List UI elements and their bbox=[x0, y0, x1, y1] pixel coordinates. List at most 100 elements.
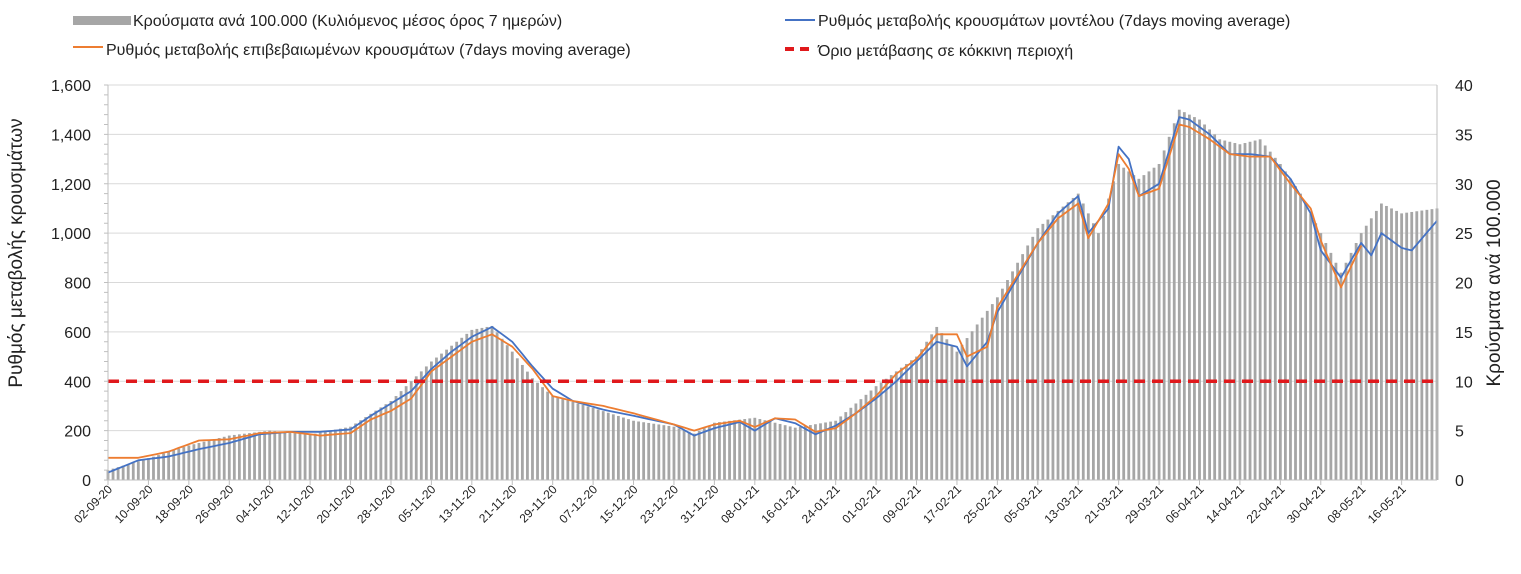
right-axis-ticks: 0 5 10 15 20 25 30 35 40 bbox=[1455, 78, 1473, 490]
bar bbox=[899, 367, 903, 480]
bar bbox=[520, 364, 524, 480]
bar bbox=[1238, 144, 1242, 480]
bar bbox=[970, 331, 974, 480]
bar bbox=[187, 445, 191, 480]
bar bbox=[536, 382, 539, 480]
bar bbox=[576, 403, 580, 480]
bar bbox=[1278, 164, 1282, 480]
gridlines bbox=[108, 84, 1437, 432]
bar bbox=[202, 441, 206, 480]
bar bbox=[935, 326, 939, 480]
bar bbox=[1359, 233, 1363, 481]
bar bbox=[718, 422, 721, 480]
bar bbox=[738, 419, 742, 480]
bar bbox=[278, 431, 282, 480]
bar bbox=[1081, 203, 1085, 480]
bar bbox=[728, 420, 731, 480]
bar bbox=[465, 333, 469, 480]
bar bbox=[1122, 167, 1126, 480]
bar bbox=[121, 465, 125, 480]
bar bbox=[546, 391, 550, 480]
bar bbox=[581, 404, 585, 480]
bar bbox=[1349, 252, 1353, 480]
x-tick-label: 16-05-21 bbox=[1365, 482, 1409, 526]
bar bbox=[445, 349, 448, 480]
bar bbox=[551, 396, 555, 480]
bar bbox=[298, 433, 302, 480]
bar bbox=[1112, 181, 1115, 480]
bar bbox=[1213, 134, 1217, 481]
bar bbox=[596, 409, 600, 480]
bar bbox=[460, 337, 464, 480]
y-right-tick-label: 40 bbox=[1455, 78, 1473, 95]
y-left-tick-label: 1,400 bbox=[51, 127, 91, 144]
y-right-tick-label: 15 bbox=[1455, 325, 1473, 342]
x-tick-label: 14-04-21 bbox=[1203, 482, 1247, 526]
bar bbox=[1056, 210, 1060, 480]
bar bbox=[834, 420, 838, 480]
bar bbox=[803, 425, 807, 480]
bar bbox=[758, 419, 762, 480]
bar bbox=[419, 371, 423, 481]
bar bbox=[1061, 206, 1065, 480]
legend-label-confirmed-rate: Ρυθμός μεταβολής επιβεβαιωμένων κρουσμάτ… bbox=[106, 42, 631, 59]
bar bbox=[1102, 215, 1105, 480]
bar bbox=[475, 328, 479, 480]
x-tick-label: 09-02-21 bbox=[880, 482, 924, 526]
x-tick-label: 28-10-20 bbox=[354, 482, 398, 526]
bar-series bbox=[106, 109, 1439, 481]
bar bbox=[1076, 193, 1080, 481]
y-right-tick-label: 10 bbox=[1455, 374, 1473, 391]
bar bbox=[1162, 150, 1166, 481]
bar bbox=[1091, 223, 1095, 480]
bar bbox=[490, 325, 494, 480]
bar bbox=[1314, 223, 1318, 480]
bar bbox=[1218, 139, 1222, 480]
bar bbox=[1132, 175, 1136, 481]
bar bbox=[1208, 129, 1211, 480]
bar bbox=[313, 433, 317, 480]
bar bbox=[894, 371, 898, 481]
bar bbox=[910, 360, 913, 480]
x-tick-label: 01-02-21 bbox=[839, 482, 883, 526]
bar bbox=[349, 426, 352, 480]
bar bbox=[440, 353, 443, 480]
bar bbox=[273, 431, 277, 480]
bar bbox=[1268, 151, 1272, 480]
bar bbox=[232, 434, 236, 480]
bar bbox=[1304, 203, 1308, 480]
bar bbox=[344, 427, 347, 480]
bar bbox=[920, 349, 923, 480]
bar bbox=[824, 422, 827, 480]
bar bbox=[763, 420, 767, 480]
y-left-tick-label: 200 bbox=[64, 424, 91, 441]
bar bbox=[1193, 117, 1196, 480]
bar bbox=[1400, 213, 1404, 481]
line-series bbox=[107, 116, 1438, 474]
bar bbox=[566, 400, 570, 480]
bar bbox=[1031, 236, 1035, 480]
x-tick-label: 13-11-20 bbox=[436, 482, 479, 525]
bar bbox=[515, 358, 519, 480]
bar bbox=[131, 462, 135, 480]
bar bbox=[1420, 210, 1424, 481]
bar bbox=[455, 341, 459, 480]
bar bbox=[1425, 209, 1429, 480]
bar bbox=[303, 434, 307, 480]
confirmed-rate-line bbox=[108, 123, 1363, 459]
bar bbox=[389, 401, 393, 480]
bar bbox=[985, 310, 989, 480]
bar bbox=[268, 430, 272, 481]
bar bbox=[1273, 157, 1277, 480]
bar bbox=[1086, 213, 1090, 481]
bar bbox=[147, 458, 150, 480]
y-left-tick-label: 800 bbox=[64, 276, 91, 293]
bar bbox=[207, 440, 211, 480]
x-tick-label: 21-11-20 bbox=[476, 482, 519, 525]
bar bbox=[369, 413, 373, 480]
bar bbox=[1410, 211, 1414, 480]
bar bbox=[1016, 262, 1019, 480]
bar bbox=[814, 424, 817, 480]
bar bbox=[743, 419, 747, 480]
bar bbox=[435, 357, 438, 480]
